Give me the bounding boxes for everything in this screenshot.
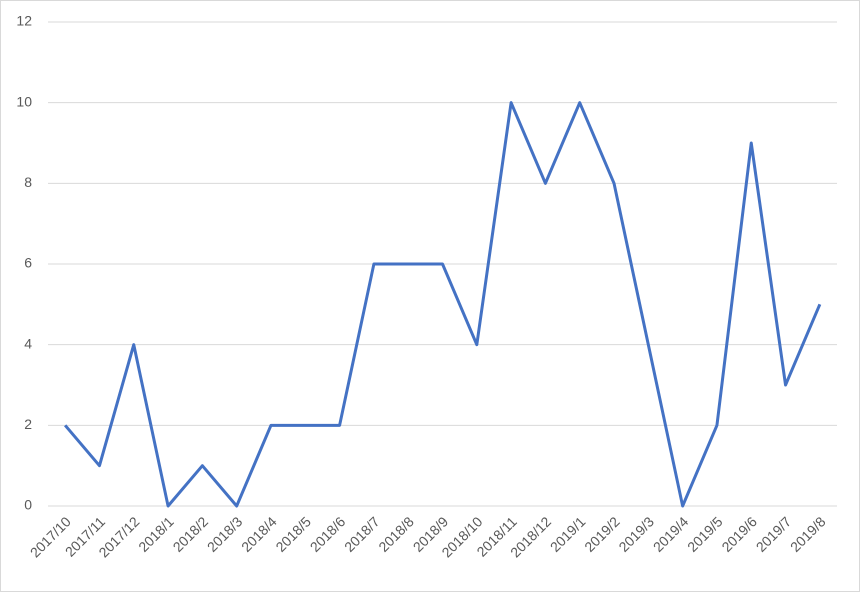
data-line	[64, 101, 822, 508]
y-tick-label: 12	[16, 13, 32, 29]
y-tick-label: 6	[24, 255, 32, 271]
y-tick-label: 10	[16, 93, 32, 109]
y-tick-label: 2	[24, 416, 32, 432]
y-tick-label: 4	[24, 335, 32, 351]
y-tick-label: 0	[24, 497, 32, 513]
y-tick-label: 8	[24, 174, 32, 190]
